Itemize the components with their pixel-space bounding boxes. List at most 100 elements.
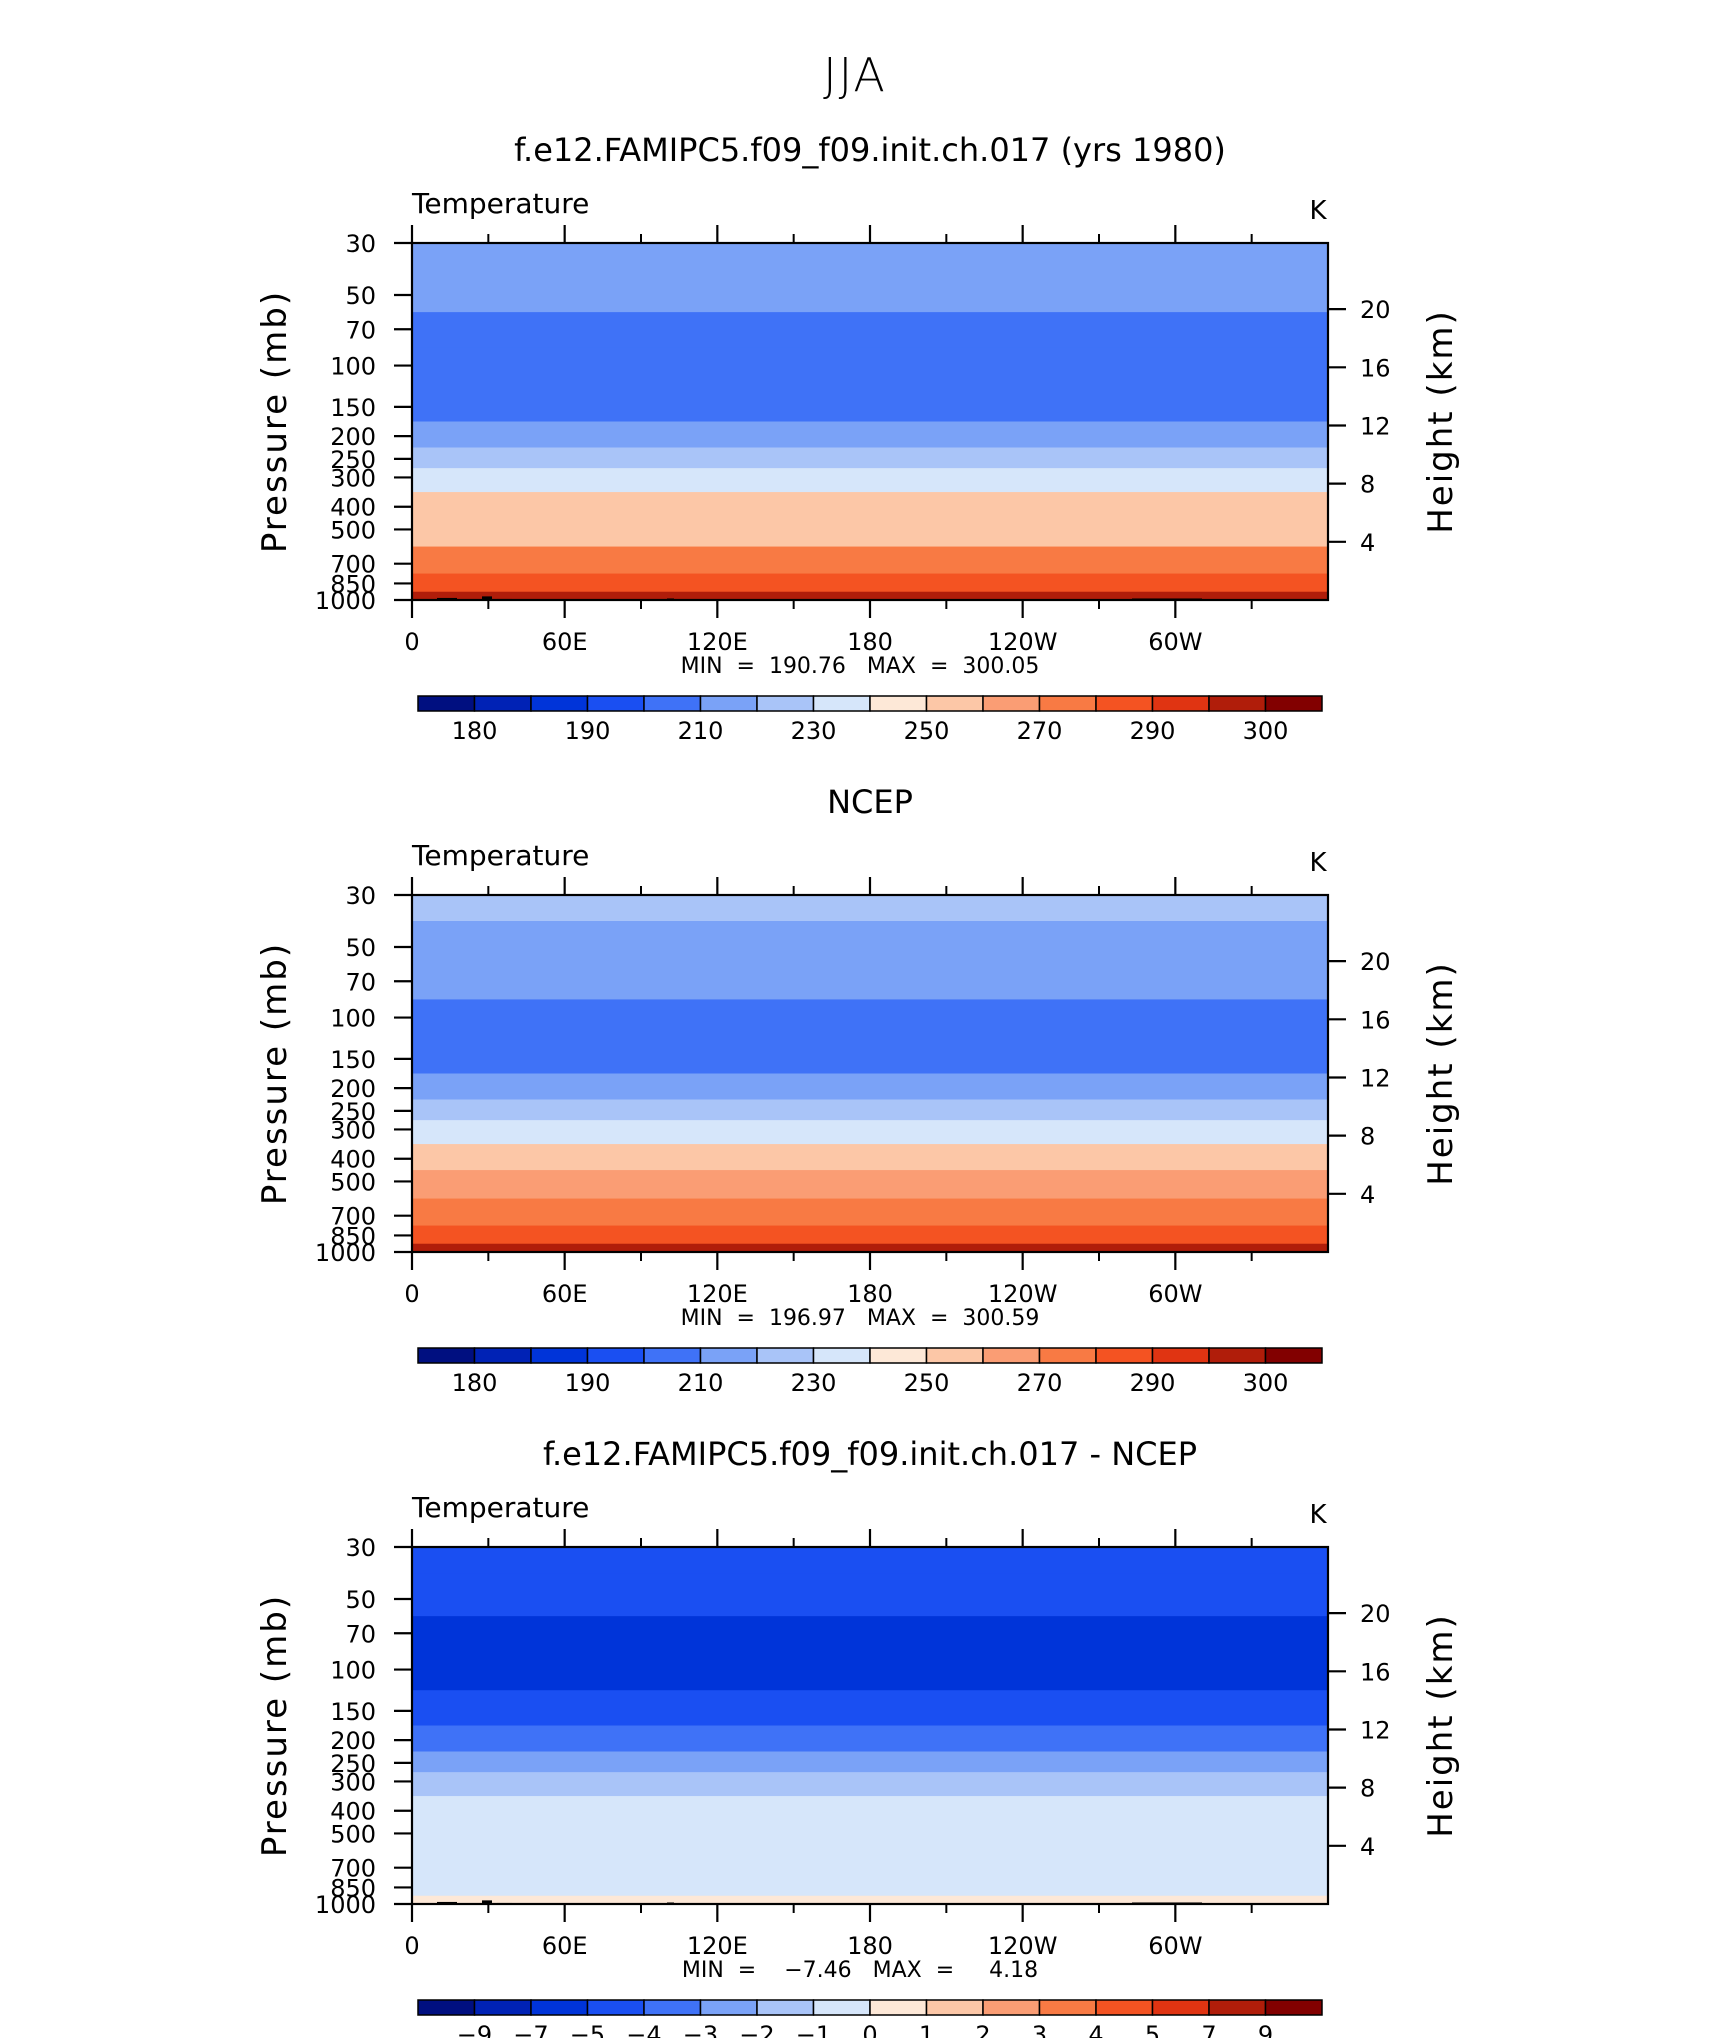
x-tick-label: 0 — [404, 1932, 419, 1960]
y2-tick-label: 4 — [1360, 1833, 1375, 1861]
colorbar-box — [473, 1347, 532, 1364]
colorbar-label: 190 — [565, 1369, 611, 1397]
colorbar-label: 5 — [1145, 2021, 1160, 2038]
colorbar-box — [417, 1999, 476, 2016]
colorbar-label: 180 — [452, 1369, 498, 1397]
colorbar-box — [756, 1347, 815, 1364]
contour-band-150mb — [412, 386, 1328, 423]
contour-band-500mb — [412, 1170, 1328, 1200]
contour-band-70mb — [412, 312, 1328, 349]
y-tick-label: 1000 — [315, 1239, 376, 1267]
y-tick-label: 50 — [345, 282, 376, 310]
y-tick-label: 70 — [345, 316, 376, 344]
y-tick-label: 500 — [330, 1820, 376, 1848]
colorbar-box — [1151, 1999, 1210, 2016]
units-label: K — [1309, 1500, 1327, 1530]
y-tick-label: 250 — [330, 1098, 376, 1126]
y2-axis-title: Height (km) — [1421, 961, 1461, 1186]
contour-band-200mb — [412, 421, 1328, 449]
colorbar-box — [812, 1999, 871, 2016]
contour-band-150mb — [412, 1690, 1328, 1727]
colorbar-box — [699, 695, 758, 712]
panel-title: f.e12.FAMIPC5.f09_f09.init.ch.017 (yrs 1… — [514, 131, 1226, 169]
colorbar-box — [586, 695, 645, 712]
min-max-text: MIN = −7.46 MAX = 4.18 — [682, 1958, 1038, 1983]
contour-band-850mb — [412, 1225, 1328, 1245]
contour-field — [412, 1547, 1328, 1905]
colorbar-label: 300 — [1243, 717, 1289, 745]
y-tick-label: 400 — [330, 1798, 376, 1826]
colorbar-box — [417, 1347, 476, 1364]
colorbar-label: 2 — [975, 2021, 990, 2038]
colorbar-box — [925, 1999, 984, 2016]
colorbar-label: 3 — [1032, 2021, 1047, 2038]
contour-band-700mb — [412, 1850, 1328, 1879]
colorbar-box — [643, 695, 702, 712]
topography-2 — [482, 596, 492, 600]
panel-1: f.e12.FAMIPC5.f09_f09.init.ch.017 (yrs 1… — [255, 131, 1461, 745]
contour-band-700mb — [412, 546, 1328, 575]
colorbar-box — [869, 695, 928, 712]
colorbar-box — [869, 1347, 928, 1364]
colorbar-box — [417, 695, 476, 712]
x-tick-label: 0 — [404, 628, 419, 656]
y-tick-label: 400 — [330, 1146, 376, 1174]
contour-band-700mb — [412, 1198, 1328, 1227]
colorbar-label: 190 — [565, 717, 611, 745]
y-tick-label: 250 — [330, 446, 376, 474]
colorbar-box — [1264, 695, 1323, 712]
y2-tick-label: 20 — [1360, 948, 1391, 976]
y-tick-label: 100 — [330, 353, 376, 381]
contour-band-400mb — [412, 1144, 1328, 1171]
colorbar-box — [1151, 1347, 1210, 1364]
panel-title: NCEP — [827, 783, 913, 821]
y-tick-label: 100 — [330, 1005, 376, 1033]
x-tick-label: 120E — [687, 1932, 748, 1960]
y-tick-label: 200 — [330, 1075, 376, 1103]
topography-2 — [482, 1900, 492, 1904]
y-tick-label: 150 — [330, 394, 376, 422]
x-tick-label: 60E — [542, 628, 588, 656]
colorbar-label: −1 — [796, 2021, 831, 2038]
y-tick-label: 850 — [330, 570, 376, 598]
x-tick-label: 180 — [847, 628, 893, 656]
colorbar-box — [643, 1999, 702, 2016]
colorbar-label: 290 — [1130, 1369, 1176, 1397]
y-tick-label: 500 — [330, 1168, 376, 1196]
y-tick-label: 50 — [345, 1586, 376, 1614]
colorbar-box — [473, 1999, 532, 2016]
contour-band-250mb — [412, 1751, 1328, 1773]
units-label: K — [1309, 196, 1327, 226]
colorbar-label: 210 — [678, 717, 724, 745]
colorbar: 180 190 210 230 250 270 290 300 — [417, 695, 1323, 745]
colorbar-box — [982, 695, 1041, 712]
y-tick-label: 200 — [330, 1727, 376, 1755]
colorbar-box — [530, 695, 589, 712]
y2-tick-label: 8 — [1360, 1775, 1375, 1803]
y-tick-label: 70 — [345, 1620, 376, 1648]
contour-band-250mb — [412, 447, 1328, 469]
contour-band-50mb — [412, 1573, 1328, 1617]
colorbar-box — [1208, 1347, 1267, 1364]
colorbar-box — [812, 695, 871, 712]
y-tick-label: 300 — [330, 464, 376, 492]
contour-band-850mb — [412, 573, 1328, 593]
y2-tick-label: 4 — [1360, 529, 1375, 557]
colorbar-box — [473, 695, 532, 712]
colorbar-box — [1095, 695, 1154, 712]
colorbar-box — [699, 1347, 758, 1364]
colorbar-label: 1 — [919, 2021, 934, 2038]
colorbar-label: 4 — [1088, 2021, 1103, 2038]
y-tick-label: 700 — [330, 1855, 376, 1883]
y-tick-label: 30 — [345, 1534, 376, 1562]
contour-field — [412, 243, 1328, 601]
y-tick-label: 300 — [330, 1116, 376, 1144]
y-tick-label: 400 — [330, 494, 376, 522]
colorbar-label: 250 — [904, 1369, 950, 1397]
contour-band-30mb — [412, 243, 1328, 270]
contour-field — [412, 895, 1328, 1253]
x-tick-label: 120W — [988, 1280, 1058, 1308]
colorbar-box — [756, 695, 815, 712]
